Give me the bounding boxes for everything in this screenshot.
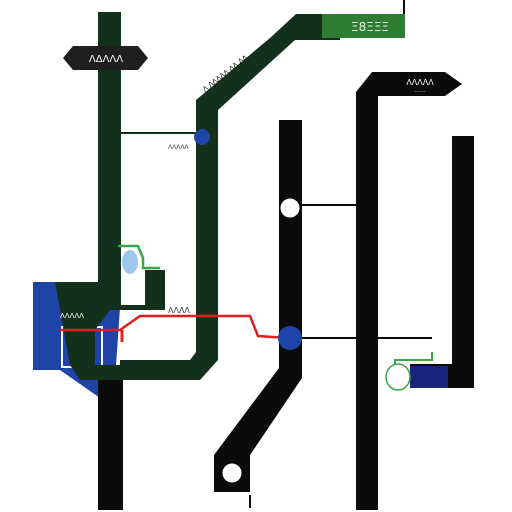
top-left-sign-label: ΛΔΛΛΛ — [89, 54, 123, 65]
station-mid-white[interactable] — [279, 197, 301, 219]
line-middle — [214, 120, 302, 492]
station-mid-blue[interactable] — [278, 326, 302, 350]
line-left-trunk-upper — [98, 12, 121, 292]
mid-small-label: ΛΛΛΛ — [168, 306, 190, 315]
line-right-tall — [356, 72, 462, 510]
line-left-hook — [55, 262, 190, 380]
hub-left-label: ΛΛΛΛΛ — [168, 144, 189, 151]
station-bottom-white[interactable] — [221, 462, 243, 484]
green-accent-right — [394, 352, 433, 366]
line-left-trunk-lower — [98, 380, 123, 510]
station-central-blue[interactable] — [194, 129, 210, 145]
red-route — [60, 314, 289, 340]
far-right-blue-accent — [410, 366, 448, 388]
station-far-right-white[interactable] — [385, 363, 411, 391]
line-central-diagonal — [120, 14, 340, 380]
green-accent-left — [118, 244, 160, 270]
top-right-sign-tick — [403, 0, 405, 14]
right-sign-sublabel: ------ — [415, 89, 426, 95]
line-far-right — [410, 136, 474, 388]
right-sign-label: ΛΛΛΛΛ — [406, 78, 434, 87]
station-left-blue[interactable] — [122, 250, 138, 274]
top-left-sign-bg — [63, 46, 148, 70]
top-right-sign-label: Ξ8ΞΞΞ — [351, 20, 389, 34]
blue-panel-label: ΛΛΛΛΛ — [60, 312, 84, 320]
top-right-sign-bg — [322, 14, 405, 38]
